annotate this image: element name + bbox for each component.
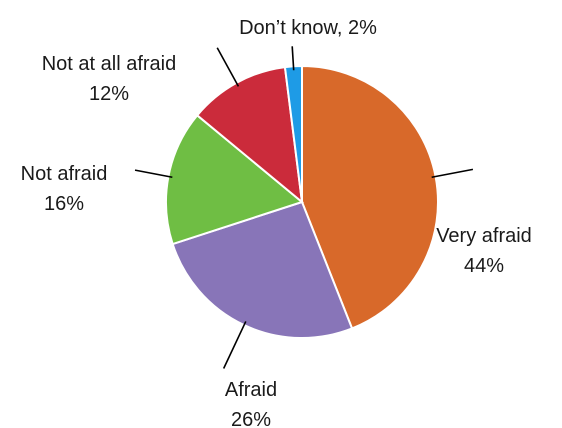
slice-label-not-afraid: Not afraid: [21, 163, 108, 185]
slice-label-very-afraid: Very afraid: [436, 225, 532, 247]
leader-line-very-afraid: [431, 168, 474, 179]
slice-label-don-t-know: Don’t know, 2%: [239, 17, 377, 39]
slice-value-afraid: 26%: [231, 409, 271, 428]
slice-labels: Very afraid 44% Afraid 26% Not afraid 16% Not …: [21, 17, 532, 428]
slice-value-very-afraid: 44%: [464, 255, 504, 277]
leader-line-afraid: [222, 321, 247, 369]
leader-line-not-afraid: [134, 169, 173, 179]
slice-label-not-at-all-afraid: Not at all afraid: [42, 53, 177, 75]
slice-value-not-at-all-afraid: 12%: [89, 83, 129, 105]
slice-value-not-afraid: 16%: [44, 193, 84, 215]
leader-line-not-at-all-afraid: [216, 47, 240, 87]
pie-slices: [165, 64, 439, 339]
leader-line-don-t-know: [291, 46, 295, 71]
leader-lines: [134, 46, 474, 369]
slice-label-afraid: Afraid: [225, 379, 277, 401]
